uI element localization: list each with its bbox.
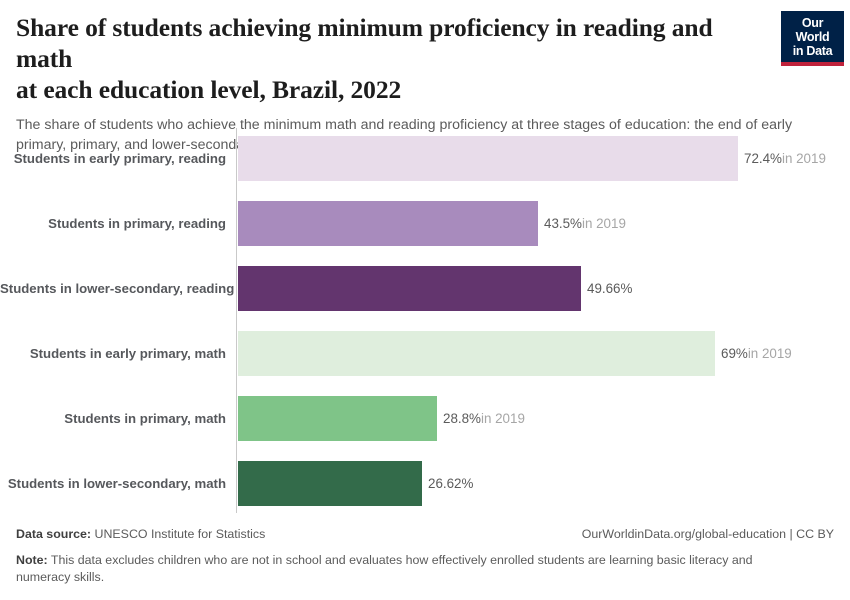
data-source-label: Data source: <box>16 527 92 541</box>
bar-value-label: 49.66% <box>587 281 632 297</box>
bar-label: Students in early primary, math <box>29 345 226 361</box>
footer-note: Note: This data excludes children who ar… <box>16 552 776 586</box>
bar[interactable] <box>238 461 422 506</box>
page-title: Share of students achieving minimum prof… <box>16 13 713 104</box>
bar-value-annotation: in 2019 <box>747 345 792 361</box>
bar-label: Students in primary, reading <box>48 215 226 231</box>
bar-label: Students in lower-secondary, math <box>7 475 226 491</box>
logo-line-1: Our World <box>795 16 830 44</box>
chart-header: Share of students achieving minimum prof… <box>16 12 834 153</box>
bar-row[interactable]: Students in primary, math 28.8%in 2019 <box>0 396 850 441</box>
bar-value-number: 43.5% <box>544 215 582 231</box>
data-source: Data source: UNESCO Institute for Statis… <box>16 527 265 541</box>
bar-value-annotation: in 2019 <box>781 150 826 166</box>
bar-value-number: 28.8% <box>443 410 481 426</box>
bar-row[interactable]: Students in lower-secondary, math 26.62% <box>0 461 850 506</box>
bar-value-label: 69%in 2019 <box>721 346 792 362</box>
bar[interactable] <box>238 396 437 441</box>
bar[interactable] <box>238 136 738 181</box>
footer-note-value: This data excludes children who are not … <box>16 553 753 584</box>
bar-row[interactable]: Students in primary, reading 43.5%in 2019 <box>0 201 850 246</box>
plot-area: Students in early primary, reading 72.4%i… <box>0 128 850 513</box>
bar-value-label: 28.8%in 2019 <box>443 411 525 427</box>
chart-footer: Data source: UNESCO Institute for Statis… <box>16 527 834 586</box>
bar[interactable] <box>238 201 538 246</box>
bar-value-number: 49.66% <box>587 280 633 296</box>
bar-value-number: 69% <box>721 345 748 361</box>
y-axis-line <box>236 128 237 513</box>
bar-value-number: 72.4% <box>744 150 782 166</box>
bar-row[interactable]: Students in early primary, reading 72.4%i… <box>0 136 850 181</box>
footer-note-label: Note: <box>16 553 48 567</box>
bar-value-number: 26.62% <box>428 475 474 491</box>
bar-value-annotation: in 2019 <box>480 410 525 426</box>
owid-url-link[interactable]: OurWorldinData.org/global-education | CC… <box>581 527 834 541</box>
bar-row[interactable]: Students in early primary, math 69%in 201… <box>0 331 850 376</box>
bar[interactable] <box>238 266 581 311</box>
bar-value-label: 26.62% <box>428 476 473 492</box>
bar-value-label: 43.5%in 2019 <box>544 216 626 232</box>
logo-line-2: in Data <box>792 44 833 58</box>
bar-value-label: 72.4%in 2019 <box>744 151 826 167</box>
bar-label: Students in lower-secondary, reading <box>0 280 235 296</box>
data-source-value: UNESCO Institute for Statistics <box>94 527 266 541</box>
bar-label: Students in primary, math <box>64 410 226 426</box>
bar-label: Students in early primary, reading <box>13 150 226 166</box>
owid-logo[interactable]: Our World in Data <box>781 11 844 66</box>
footer-top-row: Data source: UNESCO Institute for Statis… <box>16 527 834 545</box>
bar[interactable] <box>238 331 715 376</box>
bar-row[interactable]: Students in lower-secondary, reading 49.6… <box>0 266 850 311</box>
bar-value-annotation: in 2019 <box>581 215 626 231</box>
